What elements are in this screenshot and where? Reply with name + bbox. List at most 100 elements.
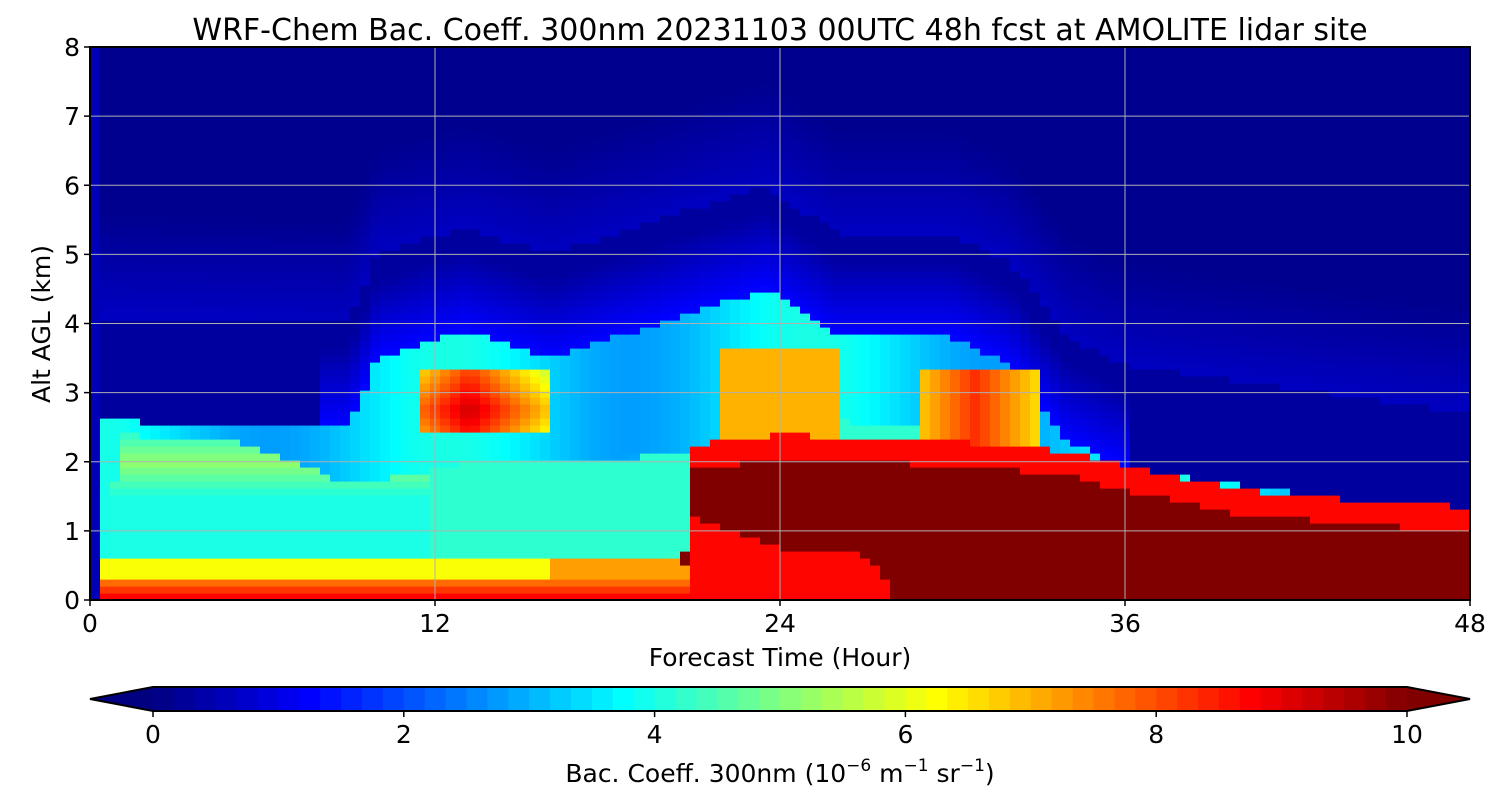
heatmap-cell bbox=[140, 579, 151, 587]
heatmap-cell bbox=[330, 215, 341, 223]
heatmap-cell bbox=[670, 502, 681, 510]
heatmap-cell bbox=[640, 278, 651, 286]
heatmap-cell bbox=[350, 201, 361, 209]
heatmap-cell bbox=[560, 467, 571, 475]
heatmap-cell bbox=[390, 593, 401, 601]
heatmap-cell bbox=[550, 327, 561, 335]
heatmap-cell bbox=[520, 495, 531, 503]
heatmap-cell bbox=[230, 222, 241, 230]
heatmap-cell bbox=[410, 579, 421, 587]
heatmap-cell bbox=[130, 159, 141, 167]
heatmap-cell bbox=[280, 61, 291, 69]
heatmap-cell bbox=[350, 390, 361, 398]
heatmap-cell bbox=[120, 159, 131, 167]
heatmap-cell bbox=[330, 243, 341, 251]
heatmap-cell bbox=[480, 474, 491, 482]
heatmap-cell bbox=[570, 376, 581, 384]
heatmap-cell bbox=[90, 68, 101, 76]
heatmap-cell bbox=[170, 243, 181, 251]
heatmap-cell bbox=[280, 593, 291, 601]
heatmap-cell bbox=[380, 565, 391, 573]
heatmap-cell bbox=[130, 425, 141, 433]
heatmap-cell bbox=[470, 586, 481, 594]
heatmap-cell bbox=[480, 579, 491, 587]
heatmap-cell bbox=[450, 61, 461, 69]
heatmap-cell bbox=[710, 334, 721, 342]
heatmap-cell bbox=[560, 264, 571, 272]
heatmap-cell bbox=[320, 68, 331, 76]
heatmap-cell bbox=[200, 411, 211, 419]
heatmap-cell bbox=[130, 257, 141, 265]
heatmap-cell bbox=[230, 47, 241, 55]
heatmap-cell bbox=[230, 334, 241, 342]
heatmap-cell bbox=[610, 355, 621, 363]
heatmap-cell bbox=[540, 54, 551, 62]
heatmap-cell bbox=[120, 187, 131, 195]
heatmap-cell bbox=[140, 474, 151, 482]
heatmap-cell bbox=[120, 201, 131, 209]
heatmap-cell bbox=[270, 460, 281, 468]
heatmap-cell bbox=[560, 54, 571, 62]
heatmap-cell bbox=[90, 292, 101, 300]
heatmap-cell bbox=[630, 61, 641, 69]
heatmap-cell bbox=[610, 159, 621, 167]
heatmap-cell bbox=[340, 509, 351, 517]
heatmap-cell bbox=[290, 572, 301, 580]
heatmap-cell bbox=[100, 572, 111, 580]
heatmap-cell bbox=[500, 124, 511, 132]
heatmap-cell bbox=[570, 453, 581, 461]
heatmap-cell bbox=[600, 278, 611, 286]
heatmap-cell bbox=[410, 243, 421, 251]
heatmap-cell bbox=[320, 348, 331, 356]
heatmap-cell bbox=[700, 166, 711, 174]
heatmap-cell bbox=[620, 208, 631, 216]
heatmap-cell bbox=[380, 145, 391, 153]
heatmap-cell bbox=[240, 362, 251, 370]
heatmap-cell bbox=[390, 334, 401, 342]
heatmap-cell bbox=[420, 166, 431, 174]
heatmap-cell bbox=[650, 383, 661, 391]
heatmap-cell bbox=[550, 516, 561, 524]
heatmap-cell bbox=[620, 229, 631, 237]
heatmap-cell bbox=[400, 285, 411, 293]
heatmap-cell bbox=[250, 68, 261, 76]
heatmap-cell bbox=[530, 523, 541, 531]
heatmap-cell bbox=[340, 376, 351, 384]
heatmap-cell bbox=[100, 327, 111, 335]
heatmap-cell bbox=[390, 159, 401, 167]
heatmap-cell bbox=[330, 355, 341, 363]
heatmap-cell bbox=[390, 173, 401, 181]
heatmap-cell bbox=[240, 82, 251, 90]
heatmap-cell bbox=[620, 159, 631, 167]
heatmap-cell bbox=[90, 47, 101, 55]
heatmap-cell bbox=[200, 425, 211, 433]
heatmap-cell bbox=[630, 166, 641, 174]
heatmap-cell bbox=[190, 159, 201, 167]
heatmap-cell bbox=[390, 187, 401, 195]
heatmap-cell bbox=[360, 495, 371, 503]
heatmap-cell bbox=[510, 257, 521, 265]
heatmap-cell bbox=[280, 411, 291, 419]
heatmap-cell bbox=[190, 110, 201, 118]
heatmap-cell bbox=[610, 313, 621, 321]
heatmap-cell bbox=[230, 152, 241, 160]
heatmap-cell bbox=[250, 215, 261, 223]
heatmap-cell bbox=[420, 306, 431, 314]
heatmap-cell bbox=[620, 411, 631, 419]
heatmap-cell bbox=[520, 180, 531, 188]
heatmap-cell bbox=[700, 222, 711, 230]
heatmap-cell bbox=[190, 467, 201, 475]
heatmap-cell bbox=[170, 159, 181, 167]
heatmap-cell bbox=[540, 117, 551, 125]
heatmap-cell bbox=[630, 89, 641, 97]
heatmap-cell bbox=[140, 61, 151, 69]
heatmap-cell bbox=[210, 376, 221, 384]
heatmap-cell bbox=[240, 89, 251, 97]
heatmap-cell bbox=[140, 544, 151, 552]
heatmap-cell bbox=[480, 369, 491, 377]
heatmap-cell bbox=[650, 89, 661, 97]
heatmap-cell bbox=[210, 425, 221, 433]
heatmap-cell bbox=[380, 474, 391, 482]
heatmap-cell bbox=[310, 180, 321, 188]
heatmap-cell bbox=[320, 383, 331, 391]
